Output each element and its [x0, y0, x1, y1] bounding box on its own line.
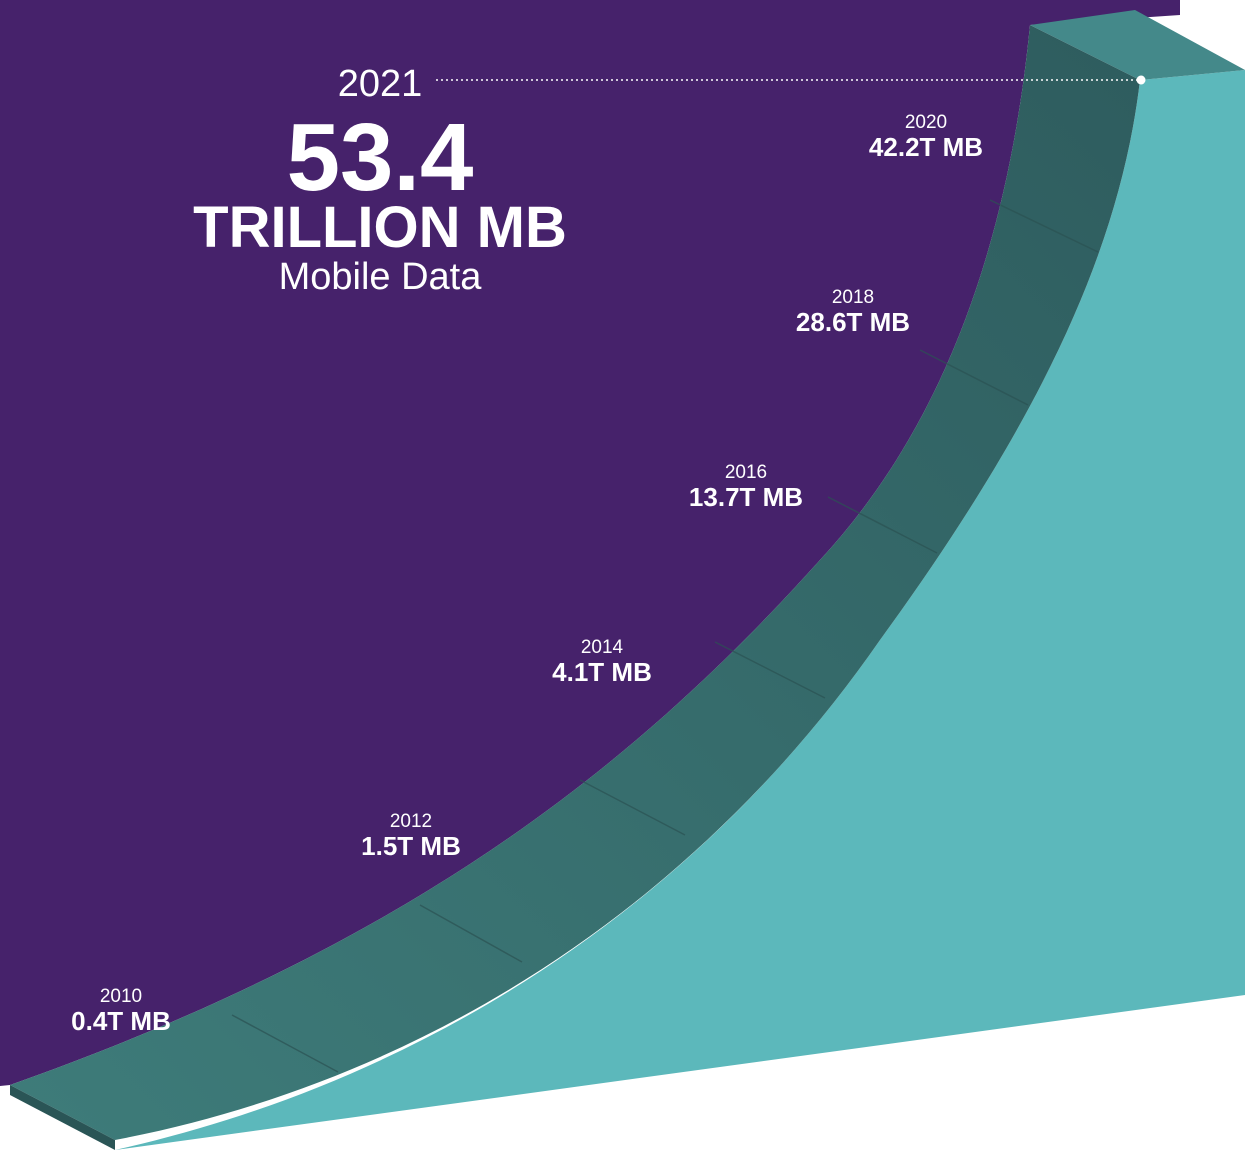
milestone-value: 0.4T MB	[71, 1006, 171, 1036]
milestone-year: 2010	[100, 986, 142, 1007]
teal-face	[115, 70, 1245, 1150]
milestone-value: 1.5T MB	[361, 831, 461, 861]
headline-unit: TRILLION MB	[193, 195, 567, 260]
milestone-year: 2018	[832, 287, 874, 308]
milestone-value: 28.6T MB	[796, 307, 910, 337]
band-end	[10, 1085, 115, 1150]
leader-dot	[1136, 75, 1146, 85]
headline-year: 2021	[338, 63, 423, 105]
milestone-value: 4.1T MB	[552, 657, 652, 687]
top-face	[1030, 10, 1245, 80]
purple-background	[0, 0, 1180, 1086]
milestone-year: 2014	[581, 637, 624, 658]
band-dividers	[231, 199, 1099, 1073]
curve-band	[10, 25, 1140, 1140]
headline-value: 53.4	[287, 104, 474, 211]
milestone-year: 2012	[390, 811, 432, 832]
milestone-value: 13.7T MB	[689, 482, 803, 512]
milestone-year: 2020	[905, 112, 947, 133]
milestone-year: 2016	[725, 462, 767, 483]
headline-subtitle: Mobile Data	[279, 256, 483, 298]
milestone-value: 42.2T MB	[869, 132, 983, 162]
